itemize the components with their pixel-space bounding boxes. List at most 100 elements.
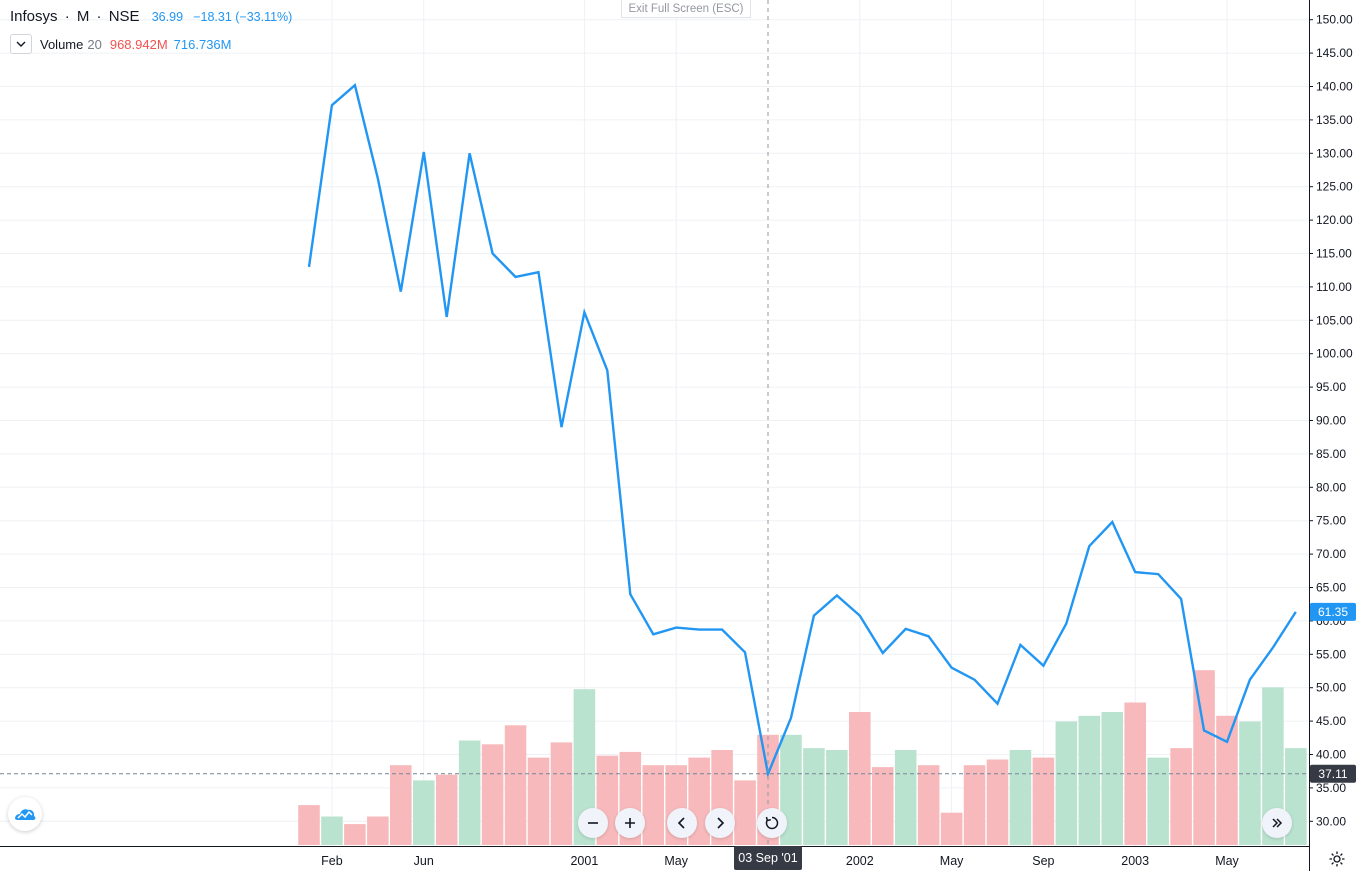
x-tick-label: 2003: [1121, 854, 1149, 868]
x-tick-label: 2002: [846, 854, 874, 868]
volume-bar: [1147, 758, 1169, 845]
scroll-left-button[interactable]: [667, 808, 697, 838]
x-tick-label: Jun: [414, 854, 434, 868]
symbol-name[interactable]: Infosys: [10, 8, 58, 25]
collapse-legend-button[interactable]: [10, 34, 32, 54]
volume-bar: [1239, 722, 1261, 846]
volume-length: 20: [87, 37, 101, 52]
settings-button[interactable]: [1326, 849, 1348, 869]
y-tick-label: 150.00: [1316, 13, 1353, 27]
volume-label[interactable]: Volume: [40, 37, 83, 52]
y-tick-label: 55.00: [1316, 647, 1346, 661]
reset-chart-button[interactable]: [757, 808, 787, 838]
volume-bar: [895, 750, 917, 845]
minus-icon: [586, 816, 600, 830]
y-tick-label: 70.00: [1316, 547, 1346, 561]
volume-bar: [1216, 716, 1238, 845]
x-tick-label: May: [664, 854, 688, 868]
y-tick-label: 105.00: [1316, 313, 1353, 327]
change-value: −18.31 (−33.11%): [193, 10, 292, 24]
plus-icon: [623, 816, 637, 830]
volume-bar: [803, 748, 825, 845]
volume-bar: [849, 712, 871, 845]
y-tick-label: 45.00: [1316, 714, 1346, 728]
separator-dot: ·: [65, 8, 70, 25]
y-tick-label: 30.00: [1316, 814, 1346, 828]
volume-bar: [1033, 758, 1055, 845]
volume-bar: [987, 760, 1009, 846]
volume-bar: [918, 765, 940, 845]
y-tick-label: 65.00: [1316, 581, 1346, 595]
chevron-left-icon: [675, 816, 689, 830]
y-tick-label: 85.00: [1316, 447, 1346, 461]
x-tick-label: May: [1215, 854, 1239, 868]
zoom-out-button[interactable]: [578, 808, 608, 838]
last-price-badge: 61.35: [1310, 603, 1356, 621]
y-tick-label: 145.00: [1316, 46, 1353, 60]
volume-bar: [321, 817, 343, 846]
scroll-to-realtime-button[interactable]: [1262, 808, 1292, 838]
volume-bar: [826, 750, 848, 845]
scroll-right-button[interactable]: [705, 808, 735, 838]
double-chevron-right-icon: [1270, 816, 1284, 830]
volume-bar: [344, 824, 366, 845]
last-price-label: 61.35: [1318, 605, 1348, 619]
y-tick-label: 140.00: [1316, 80, 1353, 94]
x-tick-label: Feb: [321, 854, 343, 868]
volume-bar: [1170, 748, 1192, 845]
reset-icon: [764, 815, 780, 831]
y-tick-label: 75.00: [1316, 514, 1346, 528]
crosshair-price-badge: 37.11: [1310, 765, 1356, 783]
volume-bar: [482, 744, 504, 845]
crosshair-date-label: 03 Sep '01: [738, 851, 797, 865]
crosshair-price-label: 37.11: [1318, 767, 1347, 781]
volume-bar: [298, 805, 320, 845]
volume-bar: [459, 741, 481, 846]
y-tick-label: 120.00: [1316, 213, 1353, 227]
tradingview-logo-icon: [13, 806, 37, 822]
crosshair-date-badge: 03 Sep '01: [734, 846, 802, 870]
volume-bar: [1079, 716, 1101, 845]
volume-bar: [1010, 750, 1032, 845]
legend-main: Infosys · M · NSE 36.99 −18.31 (−33.11%): [10, 8, 292, 25]
chevron-down-icon: [16, 41, 26, 48]
volume-bar: [413, 780, 435, 845]
volume-bar: [964, 765, 986, 845]
y-tick-label: 135.00: [1316, 113, 1353, 127]
y-tick-label: 95.00: [1316, 380, 1346, 394]
volume-bar: [872, 767, 894, 845]
volume-bar: [734, 780, 756, 845]
y-tick-label: 110.00: [1316, 280, 1352, 294]
volume-bar: [436, 775, 458, 845]
volume-bar: [505, 725, 527, 845]
volume-bar: [390, 765, 412, 845]
y-tick-label: 80.00: [1316, 480, 1346, 494]
volume-bar: [551, 742, 573, 845]
x-tick-label: May: [940, 854, 964, 868]
volume-bar: [941, 813, 963, 845]
exit-fullscreen-button[interactable]: Exit Full Screen (ESC): [621, 0, 751, 18]
legend-volume: Volume 20 968.942M 716.736M: [10, 34, 232, 54]
y-tick-label: 90.00: [1316, 414, 1346, 428]
y-tick-label: 125.00: [1316, 180, 1353, 194]
y-tick-label: 40.00: [1316, 748, 1346, 762]
volume-ma-value: 716.736M: [174, 37, 232, 52]
volume-bar: [528, 758, 550, 845]
logo-button[interactable]: [8, 797, 42, 831]
zoom-in-button[interactable]: [615, 808, 645, 838]
y-tick-label: 100.00: [1316, 347, 1353, 361]
volume-value: 968.942M: [110, 37, 168, 52]
volume-bar: [1101, 712, 1123, 845]
x-tick-label: 2001: [570, 854, 598, 868]
interval-label[interactable]: M: [77, 8, 90, 25]
y-tick-label: 35.00: [1316, 781, 1346, 795]
volume-bar: [1056, 722, 1078, 846]
volume-bar: [1193, 670, 1215, 845]
exchange-label: NSE: [109, 8, 140, 25]
last-value: 36.99: [152, 10, 183, 24]
y-tick-label: 115.00: [1316, 247, 1352, 261]
chevron-right-icon: [713, 816, 727, 830]
y-tick-label: 50.00: [1316, 681, 1346, 695]
